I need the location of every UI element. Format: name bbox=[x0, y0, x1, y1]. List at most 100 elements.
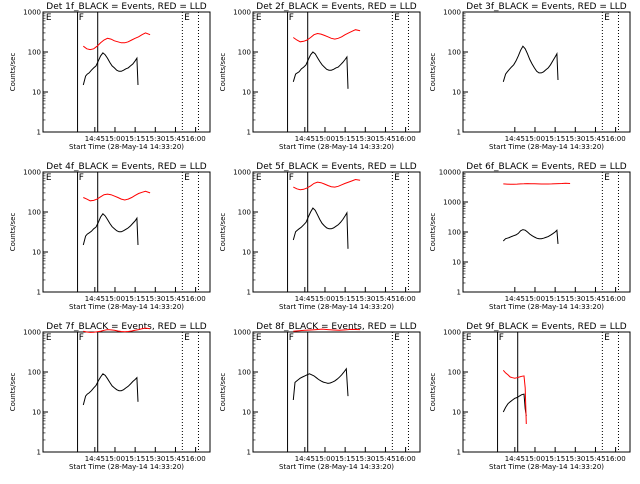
y-axis-label: Counts/sec bbox=[429, 213, 437, 252]
x-axis-label: Start Time (28-May-14 14:33:20) bbox=[489, 143, 604, 151]
x-tick-label: 15:00 bbox=[315, 135, 335, 143]
x-tick-label: 15:30 bbox=[355, 295, 375, 303]
y-axis-label: Counts/sec bbox=[429, 373, 437, 412]
plot-frame bbox=[252, 171, 421, 293]
plot-panel-7: Det 7f_BLACK = Events, RED = LLD 1 10 100 10… bbox=[9, 322, 211, 471]
y-tick-label: 1000 bbox=[443, 199, 461, 207]
y-tick-label: 1 bbox=[247, 289, 251, 297]
y-tick-label: 1 bbox=[37, 129, 41, 137]
x-tick-label: 15:15 bbox=[545, 455, 565, 463]
interval-annotation: E bbox=[466, 333, 472, 343]
y-tick-label: 1000 bbox=[233, 169, 251, 177]
x-tick-label: 15:15 bbox=[545, 295, 565, 303]
x-tick-label: 16:00 bbox=[396, 295, 416, 303]
x-tick-label: 16:00 bbox=[186, 135, 206, 143]
x-tick-label: 15:30 bbox=[145, 135, 165, 143]
interval-annotation: E bbox=[256, 173, 262, 183]
y-tick-label: 10 bbox=[242, 249, 251, 257]
x-tick-label: 14:45 bbox=[295, 295, 315, 303]
x-tick-label: 14:45 bbox=[295, 455, 315, 463]
series-events-line bbox=[82, 373, 139, 406]
y-tick-label: 1000 bbox=[443, 9, 461, 17]
x-tick-label: 15:00 bbox=[525, 135, 545, 143]
interval-annotation: E bbox=[604, 13, 610, 23]
plot-frame bbox=[462, 11, 631, 133]
x-tick-label: 15:30 bbox=[355, 455, 375, 463]
plot-frame bbox=[252, 331, 421, 453]
y-axis-label: Counts/sec bbox=[429, 53, 437, 92]
series-events-line bbox=[502, 45, 559, 82]
x-tick-label: 15:45 bbox=[585, 135, 605, 143]
series-lld-line bbox=[293, 29, 361, 43]
interval-annotation: E bbox=[184, 173, 190, 183]
plot-panel-6: Det 6f_BLACK = Events, RED = LLD 1 10 100 10… bbox=[429, 162, 631, 311]
y-tick-label: 100 bbox=[28, 209, 41, 217]
plot-title: Det 4f_BLACK = Events, RED = LLD bbox=[46, 162, 206, 172]
x-tick-label: 15:00 bbox=[105, 295, 125, 303]
plot-title: Det 8f_BLACK = Events, RED = LLD bbox=[256, 322, 416, 332]
x-axis-label: Start Time (28-May-14 14:33:20) bbox=[279, 143, 394, 151]
y-axis-label: Counts/sec bbox=[219, 373, 227, 412]
x-tick-label: 15:30 bbox=[355, 135, 375, 143]
x-tick-label: 16:00 bbox=[606, 295, 626, 303]
y-tick-label: 1000 bbox=[233, 329, 251, 337]
x-tick-label: 14:45 bbox=[85, 455, 105, 463]
x-axis-label: Start Time (28-May-14 14:33:20) bbox=[279, 303, 394, 311]
y-axis-label: Counts/sec bbox=[9, 53, 17, 92]
y-tick-label: 10000 bbox=[439, 169, 461, 177]
plot-frame bbox=[462, 171, 631, 293]
plot-panel-8: Det 8f_BLACK = Events, RED = LLD 1 10 100 10… bbox=[219, 322, 421, 471]
series-lld-line bbox=[83, 327, 151, 333]
y-axis-label: Counts/sec bbox=[219, 213, 227, 252]
y-tick-label: 1 bbox=[457, 289, 461, 297]
x-tick-label: 14:45 bbox=[505, 455, 525, 463]
x-tick-label: 16:00 bbox=[396, 455, 416, 463]
interval-annotation: E bbox=[184, 13, 190, 23]
interval-annotation: E bbox=[604, 333, 610, 343]
y-tick-label: 1000 bbox=[443, 329, 461, 337]
interval-annotation: E bbox=[394, 173, 400, 183]
x-tick-label: 15:45 bbox=[585, 295, 605, 303]
y-tick-label: 10 bbox=[242, 409, 251, 417]
x-tick-label: 15:45 bbox=[585, 455, 605, 463]
x-tick-label: 15:30 bbox=[565, 135, 585, 143]
interval-annotation: E bbox=[256, 333, 262, 343]
x-tick-label: 15:00 bbox=[315, 295, 335, 303]
plot-frame bbox=[462, 331, 631, 453]
x-tick-label: 14:45 bbox=[85, 295, 105, 303]
series-events-line bbox=[292, 367, 349, 401]
plot-frame bbox=[42, 171, 211, 293]
plot-frame bbox=[42, 11, 211, 133]
y-tick-label: 1000 bbox=[23, 9, 41, 17]
x-tick-label: 15:15 bbox=[335, 295, 355, 303]
interval-annotation: E bbox=[184, 333, 190, 343]
x-tick-label: 15:15 bbox=[335, 455, 355, 463]
plot-panel-1: Det 1f_BLACK = Events, RED = LLD 1 10 100 10… bbox=[9, 2, 211, 151]
x-tick-label: 15:45 bbox=[165, 455, 185, 463]
plot-title: Det 1f_BLACK = Events, RED = LLD bbox=[46, 2, 206, 12]
series-lld-line bbox=[502, 369, 527, 425]
series-lld-line bbox=[293, 178, 361, 191]
x-tick-label: 15:00 bbox=[105, 455, 125, 463]
interval-annotation: E bbox=[604, 173, 610, 183]
interval-annotation: F bbox=[289, 333, 294, 343]
y-tick-label: 10 bbox=[452, 89, 461, 97]
x-axis-label: Start Time (28-May-14 14:33:20) bbox=[69, 303, 184, 311]
plot-panel-2: Det 2f_BLACK = Events, RED = LLD 1 10 100 10… bbox=[219, 2, 421, 151]
x-tick-label: 16:00 bbox=[396, 135, 416, 143]
interval-annotation: F bbox=[79, 173, 84, 183]
y-tick-label: 1 bbox=[247, 449, 251, 457]
plot-panel-3: Det 3f_BLACK = Events, RED = LLD 1 10 100 10… bbox=[429, 2, 631, 151]
interval-annotation: F bbox=[79, 13, 84, 23]
x-tick-label: 15:15 bbox=[335, 135, 355, 143]
y-tick-label: 1 bbox=[247, 129, 251, 137]
x-tick-label: 15:30 bbox=[565, 455, 585, 463]
y-tick-label: 100 bbox=[28, 49, 41, 57]
y-tick-label: 10 bbox=[452, 259, 461, 267]
interval-annotation: E bbox=[394, 13, 400, 23]
y-tick-label: 100 bbox=[238, 209, 251, 217]
interval-annotation: E bbox=[46, 13, 52, 23]
interval-annotation: E bbox=[46, 333, 52, 343]
